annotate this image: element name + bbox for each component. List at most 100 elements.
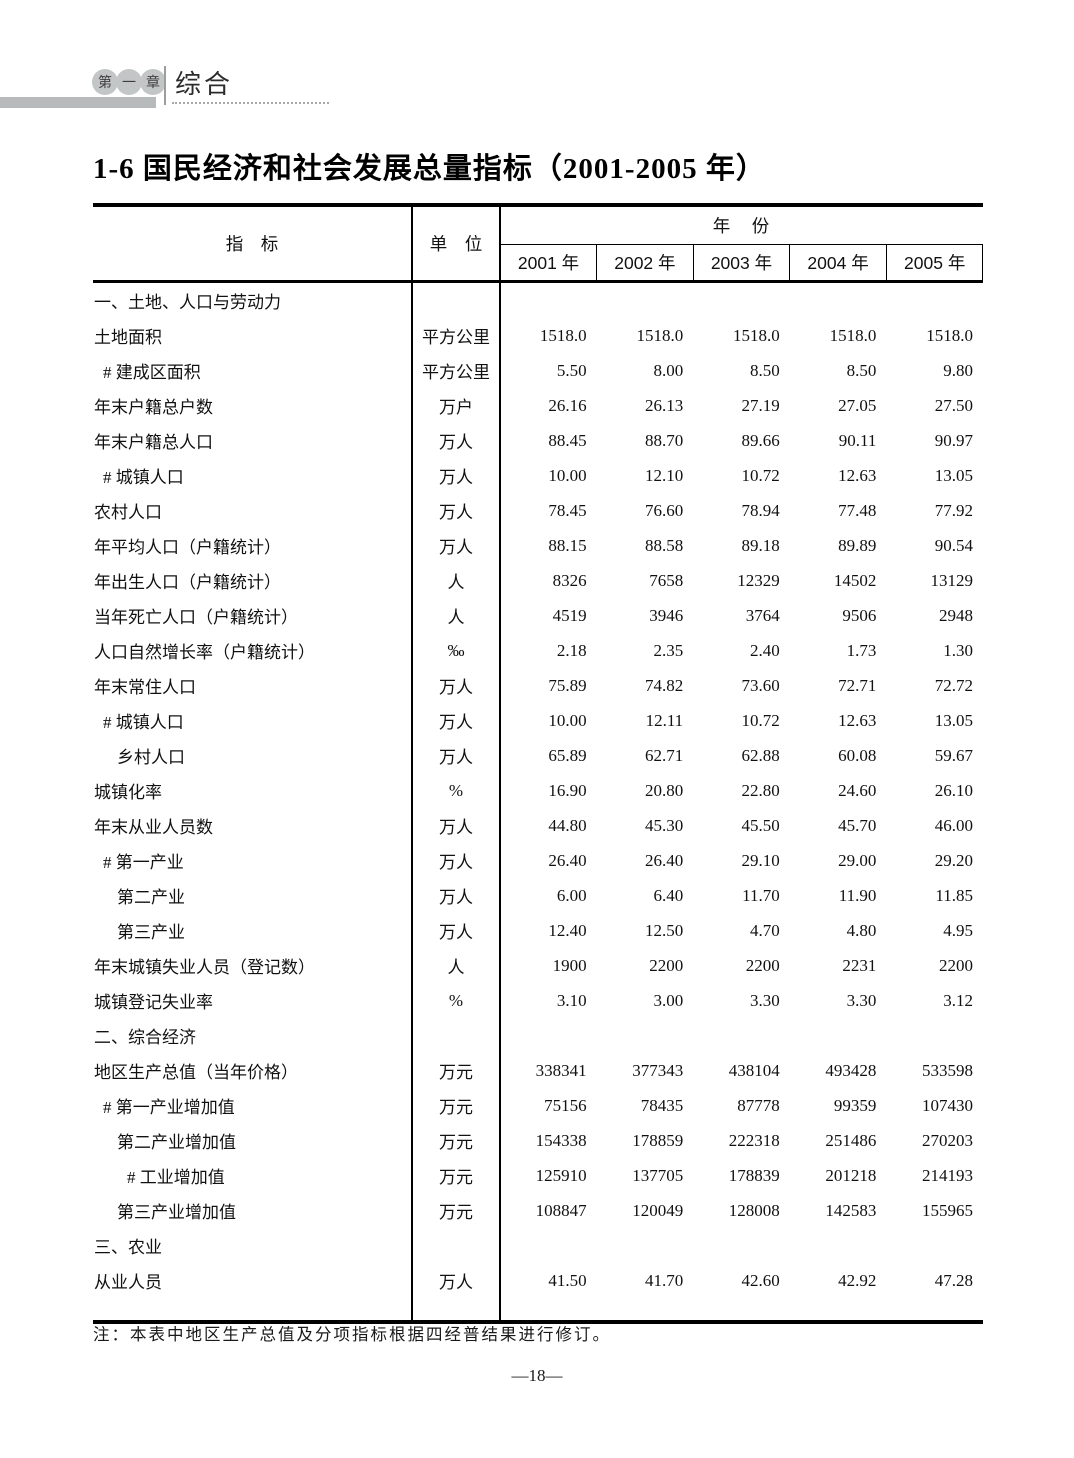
row-value: 11.70 bbox=[742, 885, 780, 905]
row-unit: 万人 bbox=[412, 528, 501, 563]
row-value: 89.89 bbox=[838, 535, 877, 555]
row-unit bbox=[412, 1018, 501, 1053]
row-unit: 万人 bbox=[412, 458, 501, 493]
row-value: 8.50 bbox=[750, 360, 780, 380]
row-value: 3764 bbox=[745, 605, 780, 625]
row-unit: ‰ bbox=[412, 633, 501, 668]
table-header: 指 标 单 位 年 份 2001 年 2002 年 2003 年 2004 年 2005… bbox=[93, 205, 984, 283]
row-value: 74.82 bbox=[644, 675, 684, 695]
row-value bbox=[597, 282, 694, 319]
unit-column-header: 单 位 bbox=[412, 205, 501, 283]
row-value: 87778 bbox=[737, 1095, 780, 1115]
row-label: 年末户籍总人口 bbox=[93, 423, 413, 458]
row-unit: 万人 bbox=[412, 878, 501, 913]
row-value: 72.72 bbox=[934, 675, 973, 695]
row-value: 10.00 bbox=[548, 465, 587, 485]
table-row: 年平均人口（户籍统计） 万人 88.15 88.58 89.18 89.89 90.54 bbox=[93, 528, 983, 563]
year-column-header: 2004 年 bbox=[789, 244, 887, 283]
row-unit: 平方公里 bbox=[412, 318, 501, 353]
row-value: 1518.0 bbox=[636, 325, 684, 345]
row-value: 29.20 bbox=[934, 850, 973, 870]
row-value: 214193 bbox=[921, 1165, 973, 1185]
row-value: 42.60 bbox=[741, 1270, 780, 1290]
row-value: 72.71 bbox=[838, 675, 877, 695]
spacer-cell bbox=[93, 1298, 413, 1322]
row-value: 42.92 bbox=[838, 1270, 877, 1290]
table-row: 第三产业 万人 12.40 12.50 4.70 4.80 4.95 bbox=[93, 913, 983, 948]
row-unit: 人 bbox=[412, 598, 501, 633]
row-value: 7658 bbox=[649, 570, 684, 590]
year-group-header: 年 份 bbox=[500, 205, 983, 245]
row-value: 12.40 bbox=[548, 920, 587, 940]
year-column-header: 2002 年 bbox=[596, 244, 694, 283]
row-value: 47.28 bbox=[934, 1270, 973, 1290]
table-row: 年末常住人口 万人 75.89 74.82 73.60 72.71 72.72 bbox=[93, 668, 983, 703]
row-value: 89.18 bbox=[741, 535, 780, 555]
row-value: 90.54 bbox=[934, 535, 973, 555]
spacer-cell bbox=[790, 1298, 887, 1322]
row-value: 90.97 bbox=[934, 430, 973, 450]
row-value: 13.05 bbox=[934, 710, 973, 730]
row-value: 24.60 bbox=[838, 780, 877, 800]
row-value: 75156 bbox=[544, 1095, 587, 1115]
row-value: 78435 bbox=[640, 1095, 684, 1115]
row-value: 14502 bbox=[833, 570, 877, 590]
row-unit: 万人 bbox=[412, 423, 501, 458]
table-title: 1-6 国民经济和社会发展总量指标（2001-2005 年） bbox=[93, 153, 766, 185]
row-value: 90.11 bbox=[838, 430, 877, 450]
row-value: 44.80 bbox=[548, 815, 587, 835]
row-value: 1518.0 bbox=[926, 325, 973, 345]
row-value: 251486 bbox=[825, 1130, 877, 1150]
row-value: 1518.0 bbox=[733, 325, 780, 345]
row-unit: 万元 bbox=[412, 1158, 501, 1193]
row-value: 4519 bbox=[552, 605, 587, 625]
row-value: 29.00 bbox=[838, 850, 877, 870]
row-label: 城镇化率 bbox=[93, 773, 413, 808]
row-unit: % bbox=[412, 773, 501, 808]
row-unit bbox=[412, 281, 501, 318]
row-value: 10.72 bbox=[741, 710, 780, 730]
row-label: 土地面积 bbox=[93, 318, 413, 353]
row-label: 农村人口 bbox=[93, 493, 413, 528]
table-row: 年出生人口（户籍统计）人 8326 7658 12329 14502 13129 bbox=[93, 563, 983, 598]
row-unit: 万人 bbox=[412, 913, 501, 948]
row-label: 第三产业 bbox=[93, 913, 413, 948]
row-value: 27.05 bbox=[838, 395, 877, 415]
row-unit: % bbox=[412, 983, 501, 1018]
table-row: 地区生产总值（当年价格） 万元 338341 377343 438104 493428 53… bbox=[93, 1053, 983, 1088]
row-value: 88.58 bbox=[644, 535, 684, 555]
row-value: 62.88 bbox=[741, 745, 780, 765]
row-label: # 第一产业 bbox=[93, 843, 413, 878]
row-value: 125910 bbox=[535, 1165, 587, 1185]
row-value: 88.15 bbox=[548, 535, 587, 555]
row-value: 2200 bbox=[649, 955, 684, 975]
row-value: 13.05 bbox=[934, 465, 973, 485]
row-value: 12.10 bbox=[644, 465, 684, 485]
row-value: 26.10 bbox=[934, 780, 973, 800]
statistics-table-wrap: 指 标 单 位 年 份 2001 年 2002 年 2003 年 2004 年 2005… bbox=[93, 203, 984, 1324]
chapter-section-title: 综合 bbox=[175, 69, 234, 99]
section-row: 三、农业 bbox=[93, 1228, 983, 1263]
row-value: 27.19 bbox=[741, 395, 780, 415]
table-row: 从业人员 万人 41.50 41.70 42.60 42.92 47.28 bbox=[93, 1263, 983, 1298]
row-value: 2231 bbox=[842, 955, 877, 975]
row-value: 438104 bbox=[728, 1060, 780, 1080]
row-label: # 建成区面积 bbox=[93, 353, 413, 388]
row-value: 41.50 bbox=[548, 1270, 587, 1290]
chapter-badge-char: 第 bbox=[92, 69, 118, 95]
row-value: 2948 bbox=[938, 605, 973, 625]
table-row: 第二产业增加值 万元 154338 178859 222318 251486 270203 bbox=[93, 1123, 983, 1158]
row-label: 年末户籍总户数 bbox=[93, 388, 413, 423]
table-row: 土地面积 平方公里 1518.0 1518.0 1518.0 1518.0 1518.0 bbox=[93, 318, 983, 353]
row-value: 142583 bbox=[825, 1200, 877, 1220]
table-row: 乡村人口 万人 65.89 62.71 62.88 60.08 59.67 bbox=[93, 738, 983, 773]
row-unit: 万元 bbox=[412, 1123, 501, 1158]
section-row: 二、综合经济 bbox=[93, 1018, 983, 1053]
row-value: 59.67 bbox=[934, 745, 973, 765]
row-value: 77.92 bbox=[934, 500, 973, 520]
row-label: 年末从业人员数 bbox=[93, 808, 413, 843]
row-value: 22.80 bbox=[741, 780, 780, 800]
row-value: 8326 bbox=[552, 570, 587, 590]
row-unit: 万人 bbox=[412, 668, 501, 703]
chapter-badge: 第 一 章 bbox=[92, 69, 166, 95]
